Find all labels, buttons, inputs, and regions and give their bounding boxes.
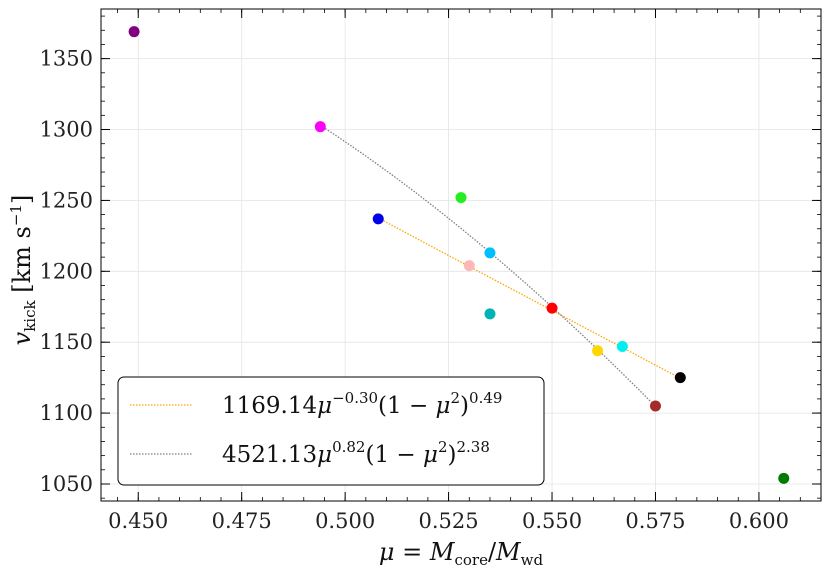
- y-tick-label: 1100: [40, 401, 93, 425]
- x-axis-label: μ = Mcore/Mwd: [379, 538, 544, 569]
- data-point: [649, 400, 661, 412]
- tick-labels: 0.450 0.475 0.500 0.525 0.550 0.575 0.600 1050 1…: [40, 47, 789, 533]
- data-point: [372, 213, 384, 225]
- data-point: [484, 308, 496, 320]
- data-point: [674, 372, 686, 384]
- x-tick-label: 0.475: [212, 509, 272, 533]
- x-tick-label: 0.525: [419, 509, 479, 533]
- x-tick-label: 0.600: [729, 509, 789, 533]
- legend: 1169.14μ−0.30(1 − μ2)0.49 4521.13μ0.82(1…: [117, 376, 545, 486]
- legend-fit-gray-label: 4521.13μ0.82(1 − μ2)2.38: [222, 438, 490, 468]
- fit-lines: [319, 124, 681, 407]
- y-tick-label: 1150: [40, 330, 93, 354]
- data-points: [128, 26, 790, 484]
- y-tick-label: 1250: [40, 188, 93, 212]
- grid: [101, 9, 821, 501]
- x-tick-label: 0.500: [315, 509, 375, 533]
- y-axis-label: vkick [km s−1]: [7, 195, 39, 346]
- legend-fit-orange-label: 1169.14μ−0.30(1 − μ2)0.49: [222, 389, 502, 419]
- data-point: [616, 340, 628, 352]
- data-point: [314, 121, 326, 133]
- x-tick-label: 0.550: [522, 509, 582, 533]
- data-point: [463, 260, 475, 272]
- plot-frame: [100, 8, 822, 502]
- x-tick-label: 0.450: [108, 509, 168, 533]
- data-point: [778, 472, 790, 484]
- fit-gray-curve: [319, 124, 656, 407]
- data-point: [484, 247, 496, 259]
- data-point: [128, 26, 140, 38]
- y-tick-label: 1350: [40, 47, 93, 71]
- y-tick-label: 1050: [40, 472, 93, 496]
- axis-ticks: [101, 9, 821, 501]
- data-point: [455, 192, 467, 204]
- x-tick-label: 0.575: [625, 509, 685, 533]
- y-tick-label: 1200: [40, 259, 93, 283]
- fit-orange-curve: [377, 217, 681, 379]
- data-point: [546, 302, 558, 314]
- data-point: [592, 345, 604, 357]
- legend-box: [117, 376, 545, 486]
- y-tick-label: 1300: [40, 118, 93, 142]
